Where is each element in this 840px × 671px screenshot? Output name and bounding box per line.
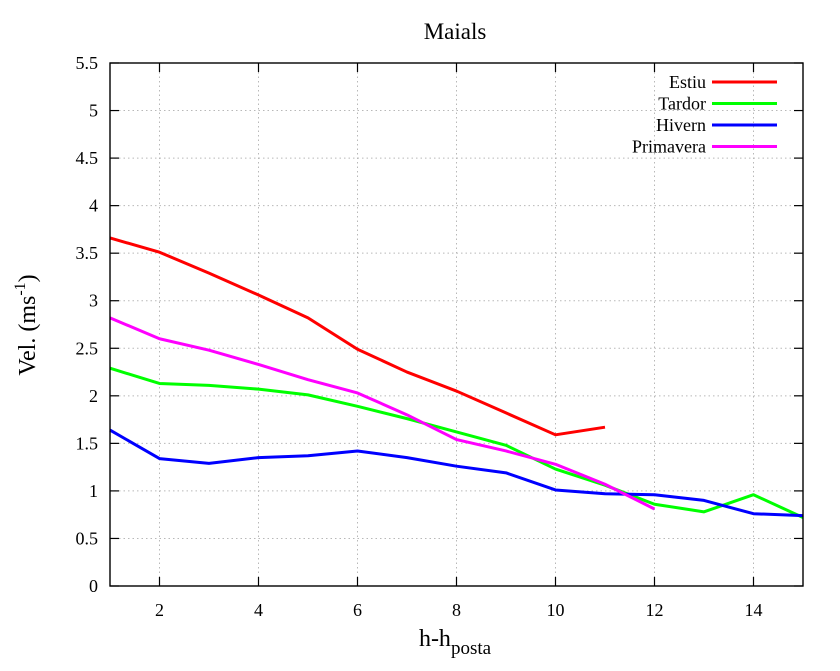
y-tick-label: 2.5	[76, 338, 99, 358]
y-tick-label: 4	[89, 196, 98, 216]
y-tick-label: 3.5	[76, 243, 99, 263]
grid	[110, 63, 803, 586]
series-lines	[109, 236, 804, 519]
x-tick-label: 10	[547, 600, 565, 620]
y-tick-label: 0	[89, 576, 98, 596]
y-axis-label: Vel. (ms-1)	[12, 274, 41, 375]
x-tick-label: 4	[254, 600, 263, 620]
series-line-tardor	[109, 366, 804, 519]
series-line-primavera	[109, 316, 656, 511]
y-tick-label: 1	[89, 481, 98, 501]
x-axis-label: h-hposta	[419, 626, 492, 659]
y-axis-label-superscript: -1	[12, 282, 29, 295]
x-tick-label: 12	[646, 600, 664, 620]
series-line-hivern	[109, 428, 804, 518]
series-line-estiu	[109, 236, 606, 437]
y-tick-label: 5	[89, 101, 98, 121]
x-tick-label: 8	[452, 600, 461, 620]
y-tick-label: 4.5	[76, 148, 99, 168]
x-axis-label-main: h-h	[419, 626, 451, 652]
x-tick-label: 6	[353, 600, 362, 620]
x-tick-label: 2	[155, 600, 164, 620]
x-axis-label-subscript: posta	[451, 638, 492, 659]
y-tick-label: 2	[89, 386, 98, 406]
x-tick-label: 14	[745, 600, 763, 620]
legend-label-primavera: Primavera	[632, 137, 706, 157]
plot-frame	[109, 62, 804, 587]
y-tick-label: 5.5	[76, 53, 99, 73]
y-tick-label: 0.5	[76, 528, 99, 548]
y-tick-label: 3	[89, 291, 98, 311]
axes: 2 4 6 8 10 12 14 0 0.5 1 1.5 2 2.5 3 3.5 4 4.5 5 5.5	[76, 53, 804, 620]
y-axis-label-main: Vel. (ms	[15, 296, 41, 376]
legend-label-tardor: Tardor	[658, 94, 706, 114]
y-axis-label-suffix: )	[15, 274, 41, 282]
legend-label-hivern: Hivern	[656, 115, 706, 135]
y-tick-label: 1.5	[76, 433, 99, 453]
legend-label-estiu: Estiu	[669, 72, 706, 92]
chart-title: Maials	[424, 19, 487, 44]
